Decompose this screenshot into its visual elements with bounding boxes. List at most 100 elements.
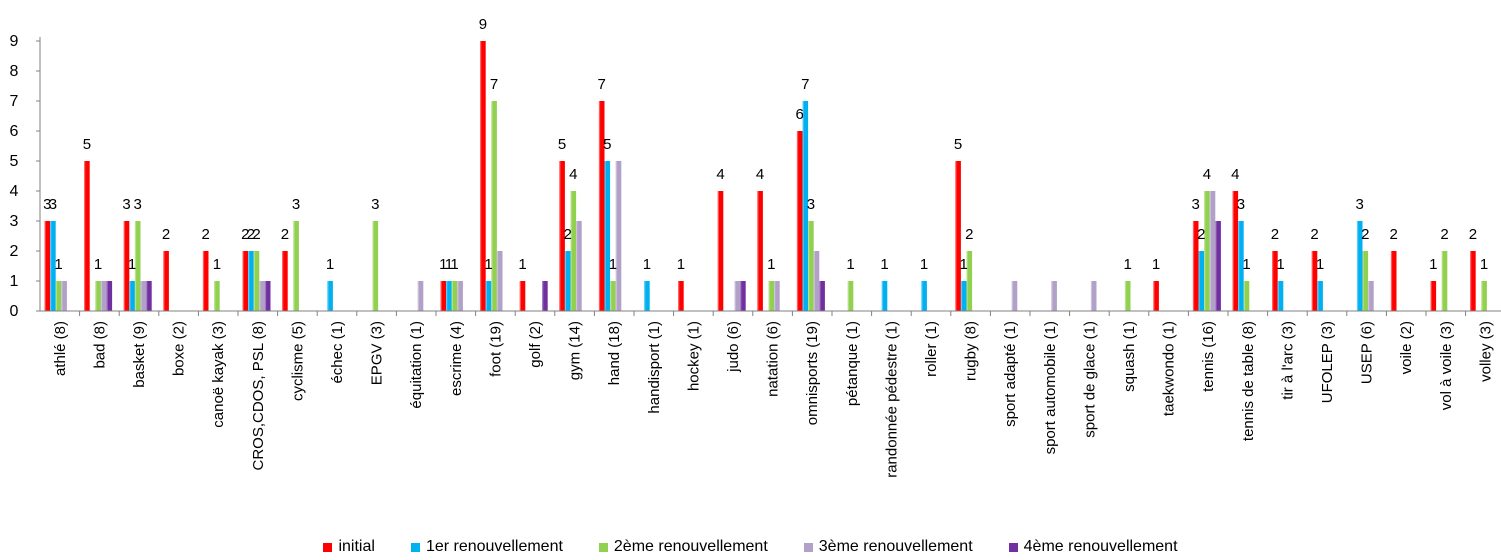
bar xyxy=(327,281,333,311)
data-label: 1 xyxy=(54,256,62,273)
bar xyxy=(678,281,684,311)
data-label: 1 xyxy=(643,256,651,273)
bar-highlight xyxy=(955,161,957,311)
bar-highlight xyxy=(1470,251,1472,311)
bar xyxy=(248,251,254,311)
bar xyxy=(451,281,458,311)
data-label: 7 xyxy=(490,76,498,93)
data-label: 3 xyxy=(807,196,815,213)
bar-highlight xyxy=(1317,281,1319,311)
x-tick-label: athlé (8) xyxy=(52,321,69,376)
data-label: 2 xyxy=(202,226,210,243)
bar-highlight xyxy=(259,281,261,311)
bar xyxy=(1153,281,1159,311)
x-tick-label: hand (18) xyxy=(606,321,623,385)
bar-highlight xyxy=(248,251,250,311)
bar-highlight xyxy=(819,281,821,311)
y-axis: 0 1 2 3 4 5 6 7 8 9 xyxy=(10,33,41,320)
y-tick-label: 8 xyxy=(10,63,19,80)
x-tick-label: judo (6) xyxy=(725,321,742,373)
legend-item: 4ème renouvellement xyxy=(1008,538,1178,556)
data-label: 2 xyxy=(281,226,289,243)
bar-highlight xyxy=(774,281,776,311)
bar-highlight xyxy=(293,221,295,311)
bar-highlight xyxy=(519,281,521,311)
y-tick-label: 2 xyxy=(10,243,19,260)
bar xyxy=(1277,281,1284,311)
bar xyxy=(717,191,724,311)
bar-highlight xyxy=(1368,281,1370,311)
legend-label: 1er renouvellement xyxy=(425,538,563,555)
x-tick-label: sport adapté (1) xyxy=(1002,321,1019,427)
bar-highlight xyxy=(678,281,680,311)
data-label: 5 xyxy=(954,136,962,153)
bar-highlight xyxy=(808,221,810,311)
legend-label: 2ème renouvellement xyxy=(613,538,768,555)
bar xyxy=(774,281,780,311)
bar xyxy=(564,251,571,311)
legend-swatch xyxy=(410,542,420,552)
bar xyxy=(1215,221,1221,311)
bar xyxy=(881,281,888,311)
bar xyxy=(955,161,961,311)
data-label: 3 xyxy=(1356,196,1364,213)
bar-highlight xyxy=(84,161,86,311)
data-label: 7 xyxy=(598,76,606,93)
bar-highlight xyxy=(1238,221,1240,311)
bar xyxy=(202,251,209,311)
bar xyxy=(808,221,814,311)
bar xyxy=(1470,251,1476,311)
data-label: 3 xyxy=(292,196,300,213)
y-tick-label: 1 xyxy=(10,273,19,290)
data-label: 2 xyxy=(162,226,170,243)
data-label: 1 xyxy=(960,256,968,273)
bar xyxy=(570,191,577,311)
x-tick-label: canoë kayak (3) xyxy=(210,321,227,428)
bar xyxy=(480,41,486,311)
bar xyxy=(644,281,650,311)
bar xyxy=(84,161,90,311)
x-tick-label: golf (2) xyxy=(527,321,544,368)
bar-highlight xyxy=(417,281,419,311)
bar-highlight xyxy=(615,161,617,311)
bar xyxy=(1238,221,1244,311)
bar xyxy=(1198,251,1205,311)
bar-highlight xyxy=(734,281,736,311)
x-tick-label: CROS,CDOS, PSL (8) xyxy=(250,321,267,470)
x-tick-label: basket (9) xyxy=(131,321,148,388)
data-label: 1 xyxy=(484,256,492,273)
bar xyxy=(129,281,135,311)
bar-highlight xyxy=(140,281,142,311)
y-tick-label: 6 xyxy=(10,123,19,140)
bar xyxy=(140,281,147,311)
x-tick-label: bad (8) xyxy=(91,321,108,369)
bar xyxy=(50,221,56,311)
legend-item: 3ème renouvellement xyxy=(803,538,973,556)
data-label: 4 xyxy=(1203,166,1211,183)
bar-highlight xyxy=(1011,281,1013,311)
x-tick-label: randonnée pédestre (1) xyxy=(883,321,900,478)
data-label: 2 xyxy=(564,226,572,243)
bar xyxy=(282,251,288,311)
bar-highlight xyxy=(1272,251,1274,311)
bar-highlight xyxy=(796,131,799,311)
data-label: 9 xyxy=(479,16,487,33)
legend-item: initial xyxy=(323,538,375,556)
bar-highlight xyxy=(1362,251,1364,311)
bar-highlight xyxy=(921,281,923,311)
legend-label: initial xyxy=(338,538,375,555)
x-tick-label: rugby (8) xyxy=(963,321,980,381)
x-tick-label: sport de glace (1) xyxy=(1081,321,1098,438)
bar xyxy=(134,221,141,311)
bar xyxy=(1317,281,1323,311)
data-label: 4 xyxy=(716,166,724,183)
bar-highlight xyxy=(123,221,125,311)
x-tick-label: USEP (6) xyxy=(1359,321,1376,384)
bar xyxy=(1243,281,1250,311)
bar-highlight xyxy=(446,281,448,311)
bar xyxy=(440,281,447,311)
bar-highlight xyxy=(576,221,578,311)
x-tick-label: escrime (4) xyxy=(448,321,465,396)
bar-highlight xyxy=(1198,251,1200,311)
bar xyxy=(610,281,616,311)
